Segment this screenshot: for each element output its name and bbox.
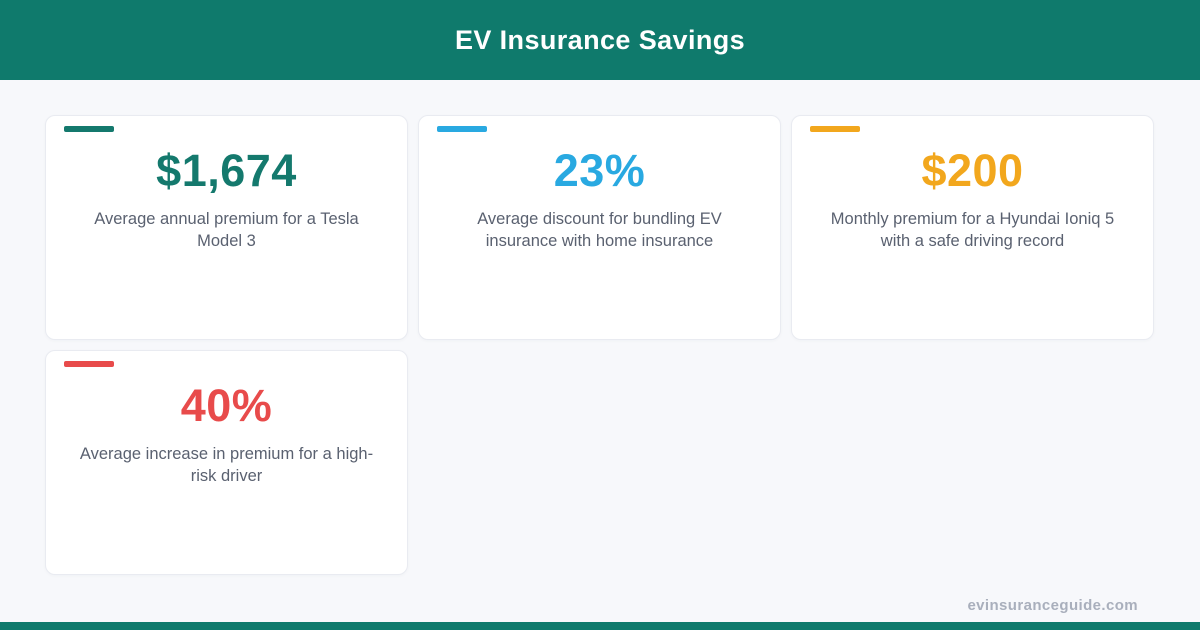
stat-label: Average annual premium for a Tesla Model…: [94, 209, 359, 250]
accent-bar: [64, 361, 114, 367]
stat-value: 40%: [180, 380, 273, 431]
stat-label: Monthly premium for a Hyundai Ioniq 5 wi…: [830, 209, 1115, 250]
stat-card-high-risk-increase: 40% Average increase in premium for a hi…: [45, 350, 408, 575]
bottom-accent-bar: [0, 622, 1200, 630]
accent-bar: [437, 126, 487, 132]
header-bar: EV Insurance Savings: [0, 0, 1200, 80]
stat-card-ioniq-premium: $200 Monthly premium for a Hyundai Ioniq…: [791, 115, 1154, 340]
stat-label: Average increase in premium for a high-r…: [79, 444, 374, 485]
stat-card-tesla-premium: $1,674 Average annual premium for a Tesl…: [45, 115, 408, 340]
stat-value: $200: [921, 145, 1024, 196]
stat-label: Average discount for bundling EV insuran…: [477, 209, 722, 250]
accent-bar: [810, 126, 860, 132]
stat-value: $1,674: [156, 145, 297, 196]
stat-card-bundling-discount: 23% Average discount for bundling EV ins…: [418, 115, 781, 340]
page-title: EV Insurance Savings: [454, 24, 746, 55]
stat-value: 23%: [553, 145, 646, 196]
stat-card-grid: $1,674 Average annual premium for a Tesl…: [45, 115, 1155, 575]
website-url: evinsuranceguide.com: [967, 597, 1138, 614]
accent-bar: [64, 126, 114, 132]
